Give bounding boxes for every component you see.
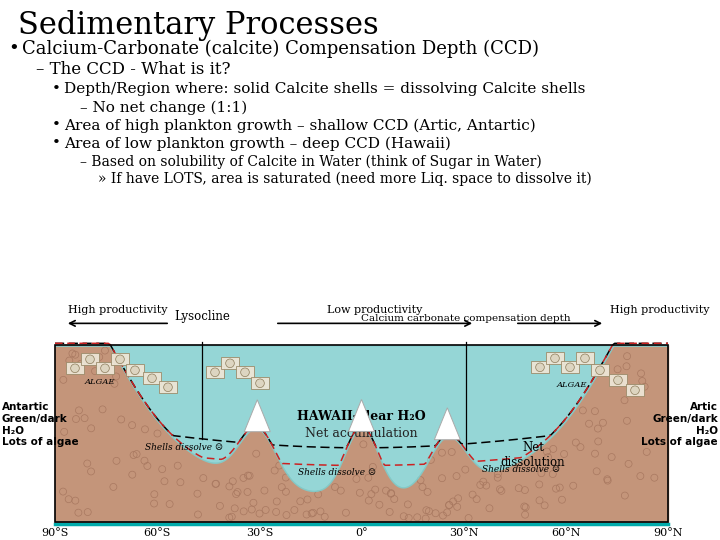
Text: Net accumulation: Net accumulation <box>305 427 418 440</box>
Circle shape <box>240 368 249 376</box>
Text: ALGAE: ALGAE <box>85 378 115 386</box>
Bar <box>66 362 84 374</box>
Circle shape <box>225 359 234 368</box>
Text: Shells dissolve ☹: Shells dissolve ☹ <box>145 443 222 453</box>
Text: Shells dissolve ☹: Shells dissolve ☹ <box>298 468 376 477</box>
Bar <box>143 373 161 384</box>
Circle shape <box>256 379 264 388</box>
Bar <box>126 364 144 376</box>
Text: •: • <box>52 118 61 132</box>
Circle shape <box>536 363 544 372</box>
Text: Calcium carbonate compensation depth: Calcium carbonate compensation depth <box>361 314 570 323</box>
Bar <box>576 353 594 364</box>
Polygon shape <box>244 400 270 431</box>
Circle shape <box>566 363 575 372</box>
Text: Area of high plankton growth – shallow CCD (Artic, Antartic): Area of high plankton growth – shallow C… <box>64 118 536 132</box>
Circle shape <box>101 364 109 373</box>
Bar <box>546 353 564 364</box>
Bar <box>159 381 177 393</box>
Text: High productivity: High productivity <box>610 306 709 315</box>
Circle shape <box>580 354 590 363</box>
Text: •: • <box>52 136 61 150</box>
Text: High productivity: High productivity <box>68 306 168 315</box>
Bar <box>55 345 668 522</box>
Text: 60°S: 60°S <box>143 528 171 538</box>
Circle shape <box>595 366 604 375</box>
Circle shape <box>613 376 622 384</box>
Text: Net
dissolution: Net dissolution <box>501 441 565 469</box>
Text: 90°N: 90°N <box>653 528 683 538</box>
Text: Antartic
Green/dark
H₂O
Lots of algae: Antartic Green/dark H₂O Lots of algae <box>2 402 78 447</box>
Bar <box>591 364 609 376</box>
Bar <box>609 374 627 386</box>
Circle shape <box>211 368 220 376</box>
Text: Depth/Region where: solid Calcite shells = dissolving Calcite shells: Depth/Region where: solid Calcite shells… <box>64 82 585 96</box>
Text: – No net change (1:1): – No net change (1:1) <box>80 100 247 114</box>
Circle shape <box>131 366 140 375</box>
Circle shape <box>551 354 559 363</box>
Text: ALGAE: ALGAE <box>557 381 588 389</box>
Circle shape <box>148 374 156 382</box>
Text: » If have LOTS, area is saturated (need more Liq. space to dissolve it): » If have LOTS, area is saturated (need … <box>98 171 592 186</box>
Text: 0°: 0° <box>355 528 368 538</box>
Text: •: • <box>8 40 19 58</box>
Text: •: • <box>52 82 61 96</box>
Text: Artic
Green/dark
H₂O
Lots of algae: Artic Green/dark H₂O Lots of algae <box>642 402 718 447</box>
Bar <box>531 361 549 373</box>
Polygon shape <box>348 400 374 431</box>
Circle shape <box>71 364 79 373</box>
Text: 30°N: 30°N <box>449 528 478 538</box>
Text: Area of low plankton growth – deep CCD (Hawaii): Area of low plankton growth – deep CCD (… <box>64 136 451 151</box>
Circle shape <box>86 355 94 363</box>
Bar <box>236 367 254 378</box>
Circle shape <box>631 386 639 395</box>
Text: 30°S: 30°S <box>246 528 273 538</box>
Bar <box>81 354 99 365</box>
Circle shape <box>116 355 125 363</box>
Text: Lysocline: Lysocline <box>174 310 230 323</box>
Circle shape <box>163 383 172 391</box>
Text: Shells dissolve ☹: Shells dissolve ☹ <box>482 464 560 474</box>
Text: – The CCD - What is it?: – The CCD - What is it? <box>36 61 230 78</box>
Bar <box>111 354 129 365</box>
Text: – Based on solubility of Calcite in Water (think of Sugar in Water): – Based on solubility of Calcite in Wate… <box>80 154 541 168</box>
Text: Low productivity: Low productivity <box>328 306 423 315</box>
Bar <box>221 357 239 369</box>
Bar <box>626 384 644 396</box>
Text: 90°S: 90°S <box>41 528 68 538</box>
Text: Sedimentary Processes: Sedimentary Processes <box>18 10 379 41</box>
Text: 60°N: 60°N <box>551 528 580 538</box>
Bar <box>206 367 224 378</box>
Text: HAWAII-clear H₂O: HAWAII-clear H₂O <box>297 409 426 422</box>
Bar <box>561 361 579 373</box>
Bar <box>251 377 269 389</box>
Text: Calcium-Carbonate (calcite) Compensation Depth (CCD): Calcium-Carbonate (calcite) Compensation… <box>22 40 539 58</box>
Polygon shape <box>434 408 460 440</box>
Bar <box>96 362 114 374</box>
